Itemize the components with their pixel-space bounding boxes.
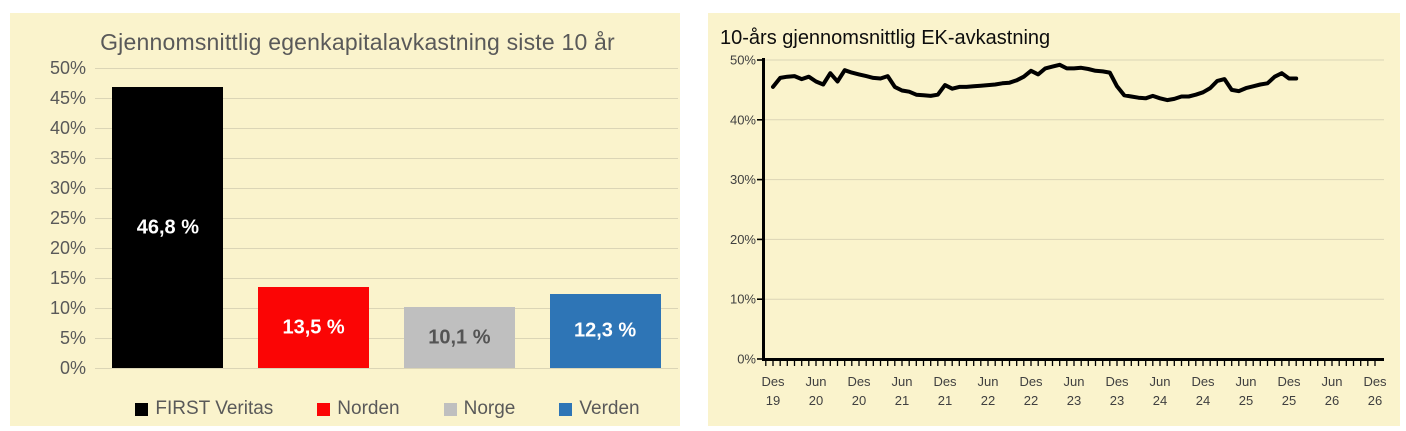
line-x-axis-label-month: Jun <box>892 374 913 389</box>
line-x-axis-label-year: 22 <box>1024 393 1038 408</box>
bar-norden: 13,5 % <box>258 287 370 368</box>
line-y-axis-label: 10% <box>730 292 756 307</box>
bar-chart-title: Gjennomsnittlig egenkapitalavkastning si… <box>100 29 615 55</box>
bar-gridline <box>95 308 678 309</box>
bar-y-axis-label: 5% <box>59 328 86 348</box>
line-x-axis-label-month: Des <box>1277 374 1301 389</box>
bar-y-axis-label: 10% <box>49 298 86 318</box>
line-y-axis-label: 30% <box>730 172 756 187</box>
line-series <box>771 62 1299 103</box>
legend-label: Norge <box>463 398 516 419</box>
bar-chart-plot-area: 0% 5% 10% 15% 20% 25% 30% 35% 40% 45% 50% 46,8 % 1… <box>10 13 680 426</box>
legend-label: Verden <box>579 398 640 419</box>
bar-gridline <box>95 158 678 159</box>
bar-gridline <box>95 218 678 219</box>
legend-item-verden: Verden <box>559 398 640 420</box>
legend-label: FIRST Veritas <box>155 398 274 419</box>
legend-swatch-icon <box>317 402 331 416</box>
line-y-axis-label: 20% <box>730 232 756 247</box>
line-x-axis-label-year: 25 <box>1239 393 1253 408</box>
line-x-axis-label-year: 26 <box>1325 393 1339 408</box>
bar-gridline <box>95 248 678 249</box>
line-x-axis-label-month: Jun <box>806 374 827 389</box>
legend-label: Norden <box>337 398 400 419</box>
bar-gridline <box>95 188 678 189</box>
line-chart-plot: 0% 10% 20% 30% 40% 50% Des 19 Jun 20 Des 20 Jun 21 Des… <box>730 53 1387 409</box>
line-x-axis-label-month: Jun <box>1150 374 1171 389</box>
legend-item-first-veritas: FIRST Veritas <box>135 398 273 420</box>
line-x-axis-label-month: Jun <box>1322 374 1343 389</box>
line-y-axis-label: 40% <box>730 112 756 127</box>
bar-y-axis-label: 25% <box>49 208 86 228</box>
bar-gridline <box>95 368 678 369</box>
line-x-axis-label-month: Des <box>761 374 785 389</box>
line-x-axis-label-year: 23 <box>1110 393 1124 408</box>
bar-gridline <box>95 68 678 69</box>
bar-value-label: 12,3 % <box>573 319 637 342</box>
legend-swatch-icon <box>559 402 573 416</box>
bar-chart-panel: Gjennomsnittlig egenkapitalavkastning si… <box>10 13 680 426</box>
bar-y-axis-label: 40% <box>49 118 86 138</box>
line-x-axis-label-month: Des <box>1363 374 1387 389</box>
bar-value-label: 46,8 % <box>136 216 200 239</box>
line-x-axis-label-month: Des <box>1105 374 1129 389</box>
line-x-axis-label-year: 21 <box>895 393 909 408</box>
line-x-axis-label-year: 19 <box>766 393 780 408</box>
bar-gridline <box>95 338 678 339</box>
bar-norge: 10,1 % <box>403 307 515 368</box>
line-x-axis-label-year: 22 <box>981 393 995 408</box>
bar-gridline <box>95 278 678 279</box>
line-x-axis-label-year: 20 <box>809 393 823 408</box>
line-y-axis-label: 0% <box>737 352 756 367</box>
line-chart-title: 10-års gjennomsnittlig EK-avkastning <box>720 27 1051 49</box>
bar-y-axis-label: 50% <box>49 58 86 78</box>
legend-item-norge: Norge <box>443 398 516 420</box>
legend-swatch-icon <box>443 402 457 416</box>
line-x-axis-label-year: 25 <box>1282 393 1296 408</box>
bar-verden: 12,3 % <box>549 294 661 368</box>
line-x-axis-label-year: 23 <box>1067 393 1081 408</box>
bar-gridline <box>95 128 678 129</box>
line-x-axis-label-month: Jun <box>1236 374 1257 389</box>
line-x-axis-label-month: Jun <box>1064 374 1085 389</box>
line-x-axis-label-month: Des <box>1019 374 1043 389</box>
line-x-axis-label-year: 21 <box>938 393 952 408</box>
line-x-axis-label-month: Jun <box>978 374 999 389</box>
line-x-axis-label-month: Des <box>847 374 871 389</box>
legend-item-norden: Norden <box>317 398 400 420</box>
line-x-axis-label-year: 20 <box>852 393 866 408</box>
bar-y-axis-label: 45% <box>49 88 86 108</box>
bar-chart-legend: FIRST Veritas Norden Norge Verden <box>95 398 680 420</box>
line-x-axis-label-year: 24 <box>1196 393 1210 408</box>
bar-y-axis-label: 30% <box>49 178 86 198</box>
line-x-axis-label-year: 26 <box>1368 393 1382 408</box>
line-x-axis-label-month: Des <box>1191 374 1215 389</box>
legend-swatch-icon <box>135 402 149 416</box>
bar-first-veritas: 46,8 % <box>112 87 224 368</box>
bar-y-axis-label: 0% <box>59 358 86 378</box>
bar-value-label: 10,1 % <box>428 326 491 349</box>
line-chart-panel: 10-års gjennomsnittlig EK-avkastning 0% 1… <box>708 13 1400 426</box>
line-x-axis-label-year: 24 <box>1153 393 1167 408</box>
line-x-axis-label-month: Des <box>933 374 957 389</box>
bar-y-axis-label: 15% <box>49 268 86 288</box>
bar-gridline <box>95 98 678 99</box>
bar-value-label: 13,5 % <box>282 316 345 338</box>
bar-y-axis-label: 35% <box>49 148 86 168</box>
line-y-axis-label: 50% <box>730 53 756 68</box>
bar-y-axis-label: 20% <box>49 238 86 258</box>
